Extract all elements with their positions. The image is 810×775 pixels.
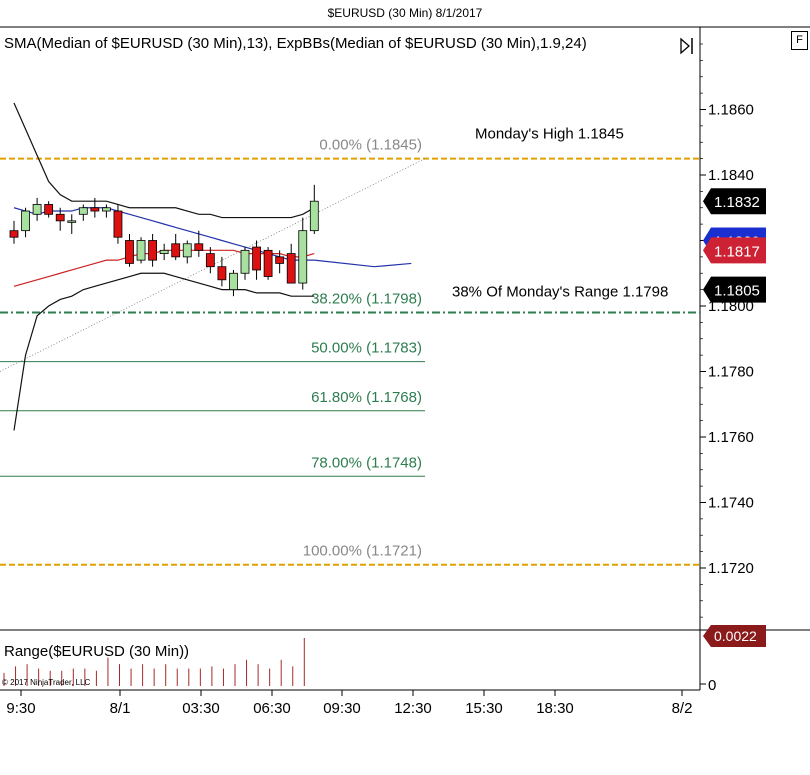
candle-body bbox=[275, 256, 285, 264]
fib-level-label: 61.80% (1.1768) bbox=[311, 389, 422, 406]
candle-body bbox=[240, 249, 250, 274]
x-axis-tick-label: 15:30 bbox=[465, 700, 503, 717]
range-value-label: 0.0022 bbox=[714, 628, 757, 644]
candle-body bbox=[263, 249, 273, 277]
indicator-label: SMA(Median of $EURUSD (30 Min),13), ExpB… bbox=[4, 35, 587, 52]
candle-body bbox=[55, 213, 65, 222]
price-marker-label: 1.1817 bbox=[714, 243, 760, 260]
y-axis-tick-label: 1.1780 bbox=[708, 364, 754, 381]
candle-body bbox=[182, 243, 192, 258]
price-marker bbox=[703, 237, 766, 264]
fib-level-label: 50.00% (1.1783) bbox=[311, 340, 422, 357]
candle-body bbox=[309, 200, 319, 232]
y-axis-tick-label: 1.1720 bbox=[708, 560, 754, 577]
candle-body bbox=[148, 240, 158, 261]
fib-level-label: 100.00% (1.1721) bbox=[303, 543, 422, 560]
candle-body bbox=[67, 220, 77, 223]
candle-body bbox=[78, 207, 88, 215]
bollinger-upper-line bbox=[13, 102, 315, 219]
annotation-text: Monday's High 1.1845 bbox=[475, 126, 624, 143]
x-axis-tick-label: 9:30 bbox=[6, 700, 35, 717]
price-marker bbox=[703, 188, 766, 215]
format-button[interactable]: F bbox=[791, 31, 808, 50]
candle-body bbox=[286, 253, 296, 284]
bollinger-middle-projection bbox=[314, 259, 412, 268]
fib-level-label: 38.20% (1.1798) bbox=[311, 291, 422, 308]
price-marker-label: 1.1805 bbox=[714, 283, 760, 300]
x-axis-tick-label: 03:30 bbox=[182, 700, 220, 717]
annotation-text: 38% Of Monday's Range 1.1798 bbox=[452, 284, 668, 301]
y-axis-tick-label: 1.1840 bbox=[708, 167, 754, 184]
candle-body bbox=[44, 204, 54, 215]
price-marker-label: 1.1832 bbox=[714, 194, 760, 211]
fib-level-label: 78.00% (1.1748) bbox=[311, 454, 422, 471]
candle-body bbox=[229, 272, 238, 291]
x-axis-tick-label: 09:30 bbox=[323, 700, 361, 717]
range-axis-tick-label: 0 bbox=[708, 677, 716, 694]
candle-body bbox=[102, 207, 111, 212]
candle-body bbox=[252, 246, 261, 271]
bollinger-lower-line bbox=[13, 272, 315, 431]
candle-body bbox=[159, 249, 169, 254]
candle-body bbox=[298, 230, 308, 284]
copyright-text: © 2017 NinjaTrader, LLC bbox=[2, 678, 91, 687]
range-value-marker bbox=[703, 625, 766, 647]
y-axis-tick-label: 1.1760 bbox=[708, 429, 754, 446]
price-marker bbox=[703, 276, 766, 303]
y-axis-tick-label: 1.1740 bbox=[708, 495, 754, 512]
candle-body bbox=[21, 210, 30, 232]
x-axis-tick-label: 8/2 bbox=[672, 700, 693, 717]
candle-body bbox=[194, 243, 204, 251]
candle-body bbox=[125, 240, 134, 264]
candle-body bbox=[9, 230, 19, 238]
fib-level-label: 0.00% (1.1845) bbox=[319, 137, 422, 154]
scroll-to-end-icon[interactable] bbox=[679, 37, 695, 55]
x-axis-tick-label: 18:30 bbox=[536, 700, 574, 717]
chart-title: $EURUSD (30 Min) 8/1/2017 bbox=[327, 6, 483, 20]
range-indicator-label: Range($EURUSD (30 Min)) bbox=[4, 643, 190, 660]
candle-body bbox=[90, 207, 100, 212]
candle-body bbox=[113, 210, 123, 238]
candle-body bbox=[217, 266, 227, 281]
candle-body bbox=[136, 240, 146, 261]
x-axis-tick-label: 8/1 bbox=[110, 700, 131, 717]
candle-body bbox=[171, 243, 181, 258]
candle-body bbox=[205, 253, 215, 268]
x-axis-tick-label: 12:30 bbox=[394, 700, 432, 717]
x-axis-tick-label: 06:30 bbox=[253, 700, 291, 717]
candle-body bbox=[32, 204, 42, 215]
y-axis-tick-label: 1.1860 bbox=[708, 102, 754, 119]
